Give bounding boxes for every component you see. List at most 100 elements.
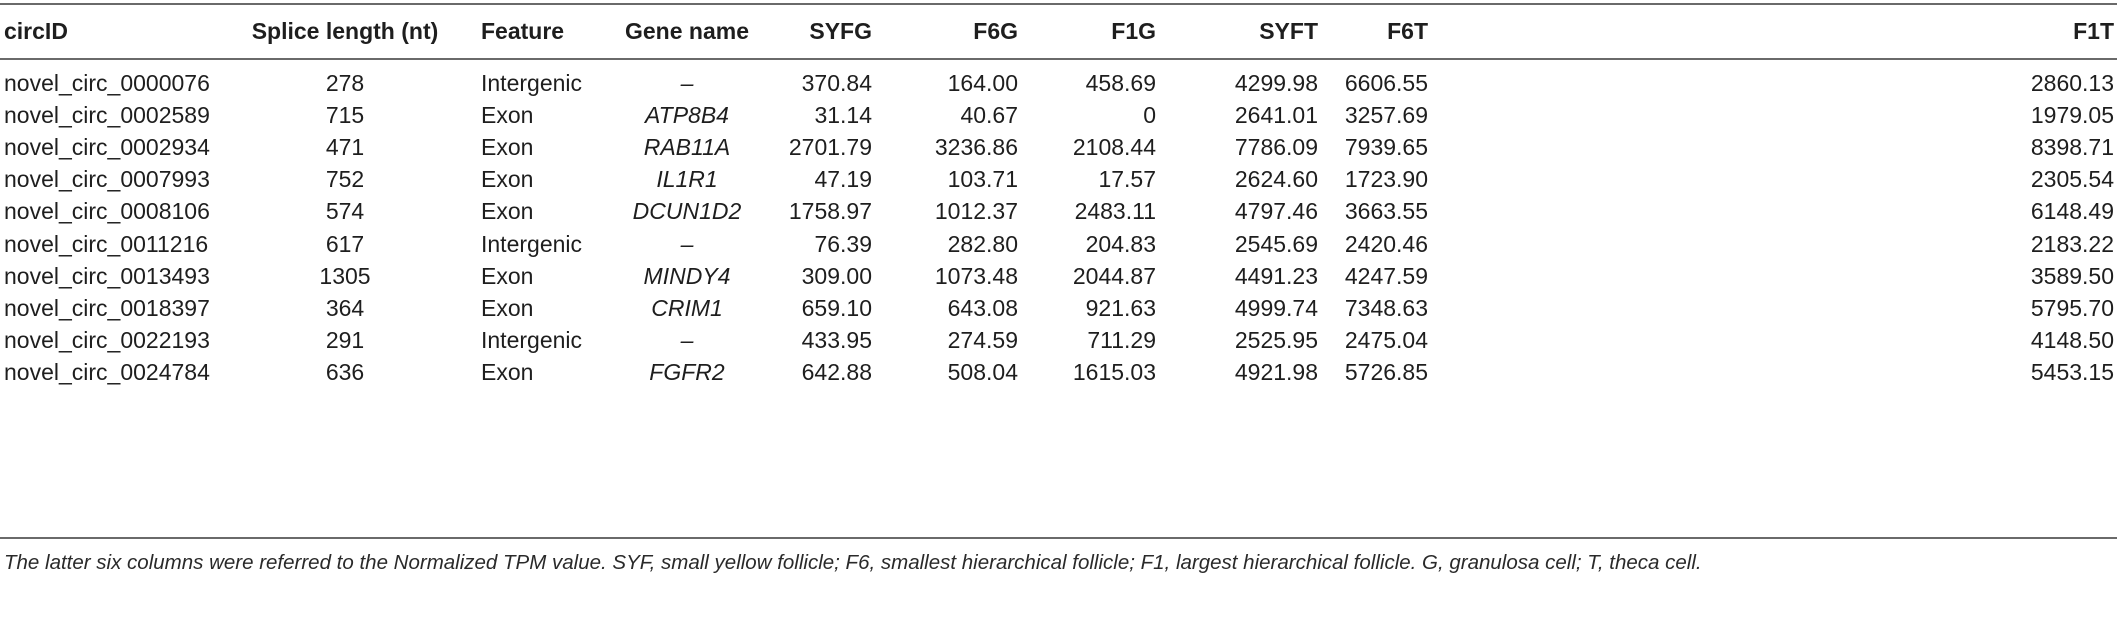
cell-f6t: 3257.69 [1344, 102, 1428, 128]
cell-gene-name: DCUN1D2 [632, 198, 742, 224]
cell-splice-length: 291 [325, 327, 365, 353]
cell-syft: 4491.23 [1234, 263, 1318, 289]
cell-gene-name: RAB11A [643, 134, 731, 160]
cell-splice-length: 364 [325, 295, 365, 321]
cell-f1t: 2860.13 [2030, 70, 2114, 96]
cell-gene-name: IL1R1 [656, 166, 718, 192]
cell-f6t: 2420.46 [1344, 231, 1428, 257]
table-header-rule [0, 58, 2117, 60]
cell-f1g: 204.83 [1085, 231, 1156, 257]
header-f6g: F6G [973, 18, 1018, 44]
table-row: novel_circ_0011216 617 Intergenic – 76.39 282… [0, 229, 2117, 261]
cell-syfg: 642.88 [801, 359, 872, 385]
cell-f6g: 103.71 [947, 166, 1018, 192]
header-splice-length: Splice length (nt) [251, 18, 439, 44]
cell-f6g: 1073.48 [934, 263, 1018, 289]
cell-feature: Exon [481, 263, 534, 289]
cell-syft: 4797.46 [1234, 198, 1318, 224]
table-row: novel_circ_0002589 715 Exon ATP8B4 31.14 40.6… [0, 100, 2117, 132]
cell-f6g: 643.08 [947, 295, 1018, 321]
cell-f1g: 0 [1143, 102, 1156, 128]
cell-splice-length: 752 [325, 166, 365, 192]
cell-circid: novel_circ_0007993 [4, 166, 210, 192]
cell-circid: novel_circ_0022193 [4, 327, 210, 353]
table-top-rule [0, 3, 2117, 5]
cell-syft: 2525.95 [1234, 327, 1318, 353]
cell-feature: Exon [481, 166, 534, 192]
cell-f1t: 5453.15 [2030, 359, 2114, 385]
cell-circid: novel_circ_0018397 [4, 295, 210, 321]
cell-splice-length: 1305 [319, 263, 371, 289]
cell-gene-name: CRIM1 [651, 295, 723, 321]
header-syft: SYFT [1259, 18, 1318, 44]
cell-circid: novel_circ_0008106 [4, 198, 210, 224]
cell-splice-length: 617 [325, 231, 365, 257]
cell-syfg: 76.39 [814, 231, 872, 257]
cell-circid: novel_circ_0002934 [4, 134, 210, 160]
cell-f6g: 282.80 [947, 231, 1018, 257]
cell-f1g: 458.69 [1085, 70, 1156, 96]
cell-syfg: 370.84 [801, 70, 872, 96]
cell-f6t: 7939.65 [1344, 134, 1428, 160]
table-row: novel_circ_0008106 574 Exon DCUN1D2 1758.97 1… [0, 196, 2117, 228]
cell-gene-name: MINDY4 [643, 263, 731, 289]
header-circid: circID [4, 18, 68, 44]
cell-syfg: 2701.79 [788, 134, 872, 160]
header-syfg: SYFG [809, 18, 872, 44]
table-row: novel_circ_0000076 278 Intergenic – 370.84 16… [0, 68, 2117, 100]
table-footnote: The latter six columns were referred to … [4, 551, 1702, 574]
header-f1t: F1T [2073, 18, 2114, 44]
cell-circid: novel_circ_0013493 [4, 263, 210, 289]
cell-circid: novel_circ_0002589 [4, 102, 210, 128]
cell-f1g: 17.57 [1098, 166, 1156, 192]
cell-circid: novel_circ_0000076 [4, 70, 210, 96]
cell-f1g: 2044.87 [1072, 263, 1156, 289]
cell-f6g: 3236.86 [934, 134, 1018, 160]
cell-f1t: 6148.49 [2030, 198, 2114, 224]
table-row: novel_circ_0018397 364 Exon CRIM1 659.10 643.… [0, 293, 2117, 325]
cell-feature: Exon [481, 102, 534, 128]
cell-f1t: 2183.22 [2030, 231, 2114, 257]
cell-f6g: 164.00 [947, 70, 1018, 96]
cell-f1g: 711.29 [1087, 327, 1156, 353]
cell-f1t: 1979.05 [2030, 102, 2114, 128]
cell-f6t: 3663.55 [1344, 198, 1428, 224]
table-bottom-rule [0, 537, 2117, 539]
cell-syft: 4921.98 [1234, 359, 1318, 385]
cell-splice-length: 471 [325, 134, 365, 160]
cell-syfg: 1758.97 [788, 198, 872, 224]
cell-gene-name: FGFR2 [649, 359, 725, 385]
cell-circid: novel_circ_0024784 [4, 359, 210, 385]
cell-f1g: 1615.03 [1072, 359, 1156, 385]
cell-syfg: 309.00 [801, 263, 872, 289]
cell-syft: 2641.01 [1234, 102, 1318, 128]
cell-f6t: 7348.63 [1344, 295, 1428, 321]
header-f1g: F1G [1111, 18, 1156, 44]
cell-splice-length: 636 [325, 359, 365, 385]
cell-syft: 2624.60 [1234, 166, 1318, 192]
cell-feature: Intergenic [481, 70, 583, 96]
cell-f1t: 2305.54 [2030, 166, 2114, 192]
cell-f6t: 5726.85 [1344, 359, 1428, 385]
table-row: novel_circ_0007993 752 Exon IL1R1 47.19 103.7… [0, 164, 2117, 196]
cell-f6t: 6606.55 [1344, 70, 1428, 96]
header-f6t: F6T [1387, 18, 1428, 44]
cell-f6g: 1012.37 [934, 198, 1018, 224]
table-header-row: circID Splice length (nt) Feature Gene n… [0, 14, 2117, 48]
cell-f6t: 2475.04 [1344, 327, 1428, 353]
cell-syft: 7786.09 [1234, 134, 1318, 160]
cell-syft: 2545.69 [1234, 231, 1318, 257]
header-gene-name: Gene name [625, 18, 749, 44]
cell-f1t: 3589.50 [2030, 263, 2114, 289]
cell-f1g: 2108.44 [1072, 134, 1156, 160]
cell-f1g: 921.63 [1085, 295, 1156, 321]
cell-feature: Exon [481, 134, 534, 160]
cell-feature: Intergenic [481, 231, 583, 257]
cell-f1t: 4148.50 [2030, 327, 2114, 353]
cell-gene-name: – [680, 70, 694, 96]
cell-gene-name: – [680, 327, 694, 353]
cell-syfg: 659.10 [801, 295, 872, 321]
cell-circid: novel_circ_0011216 [4, 231, 209, 257]
cell-gene-name: ATP8B4 [645, 102, 729, 128]
cell-feature: Exon [481, 198, 534, 224]
